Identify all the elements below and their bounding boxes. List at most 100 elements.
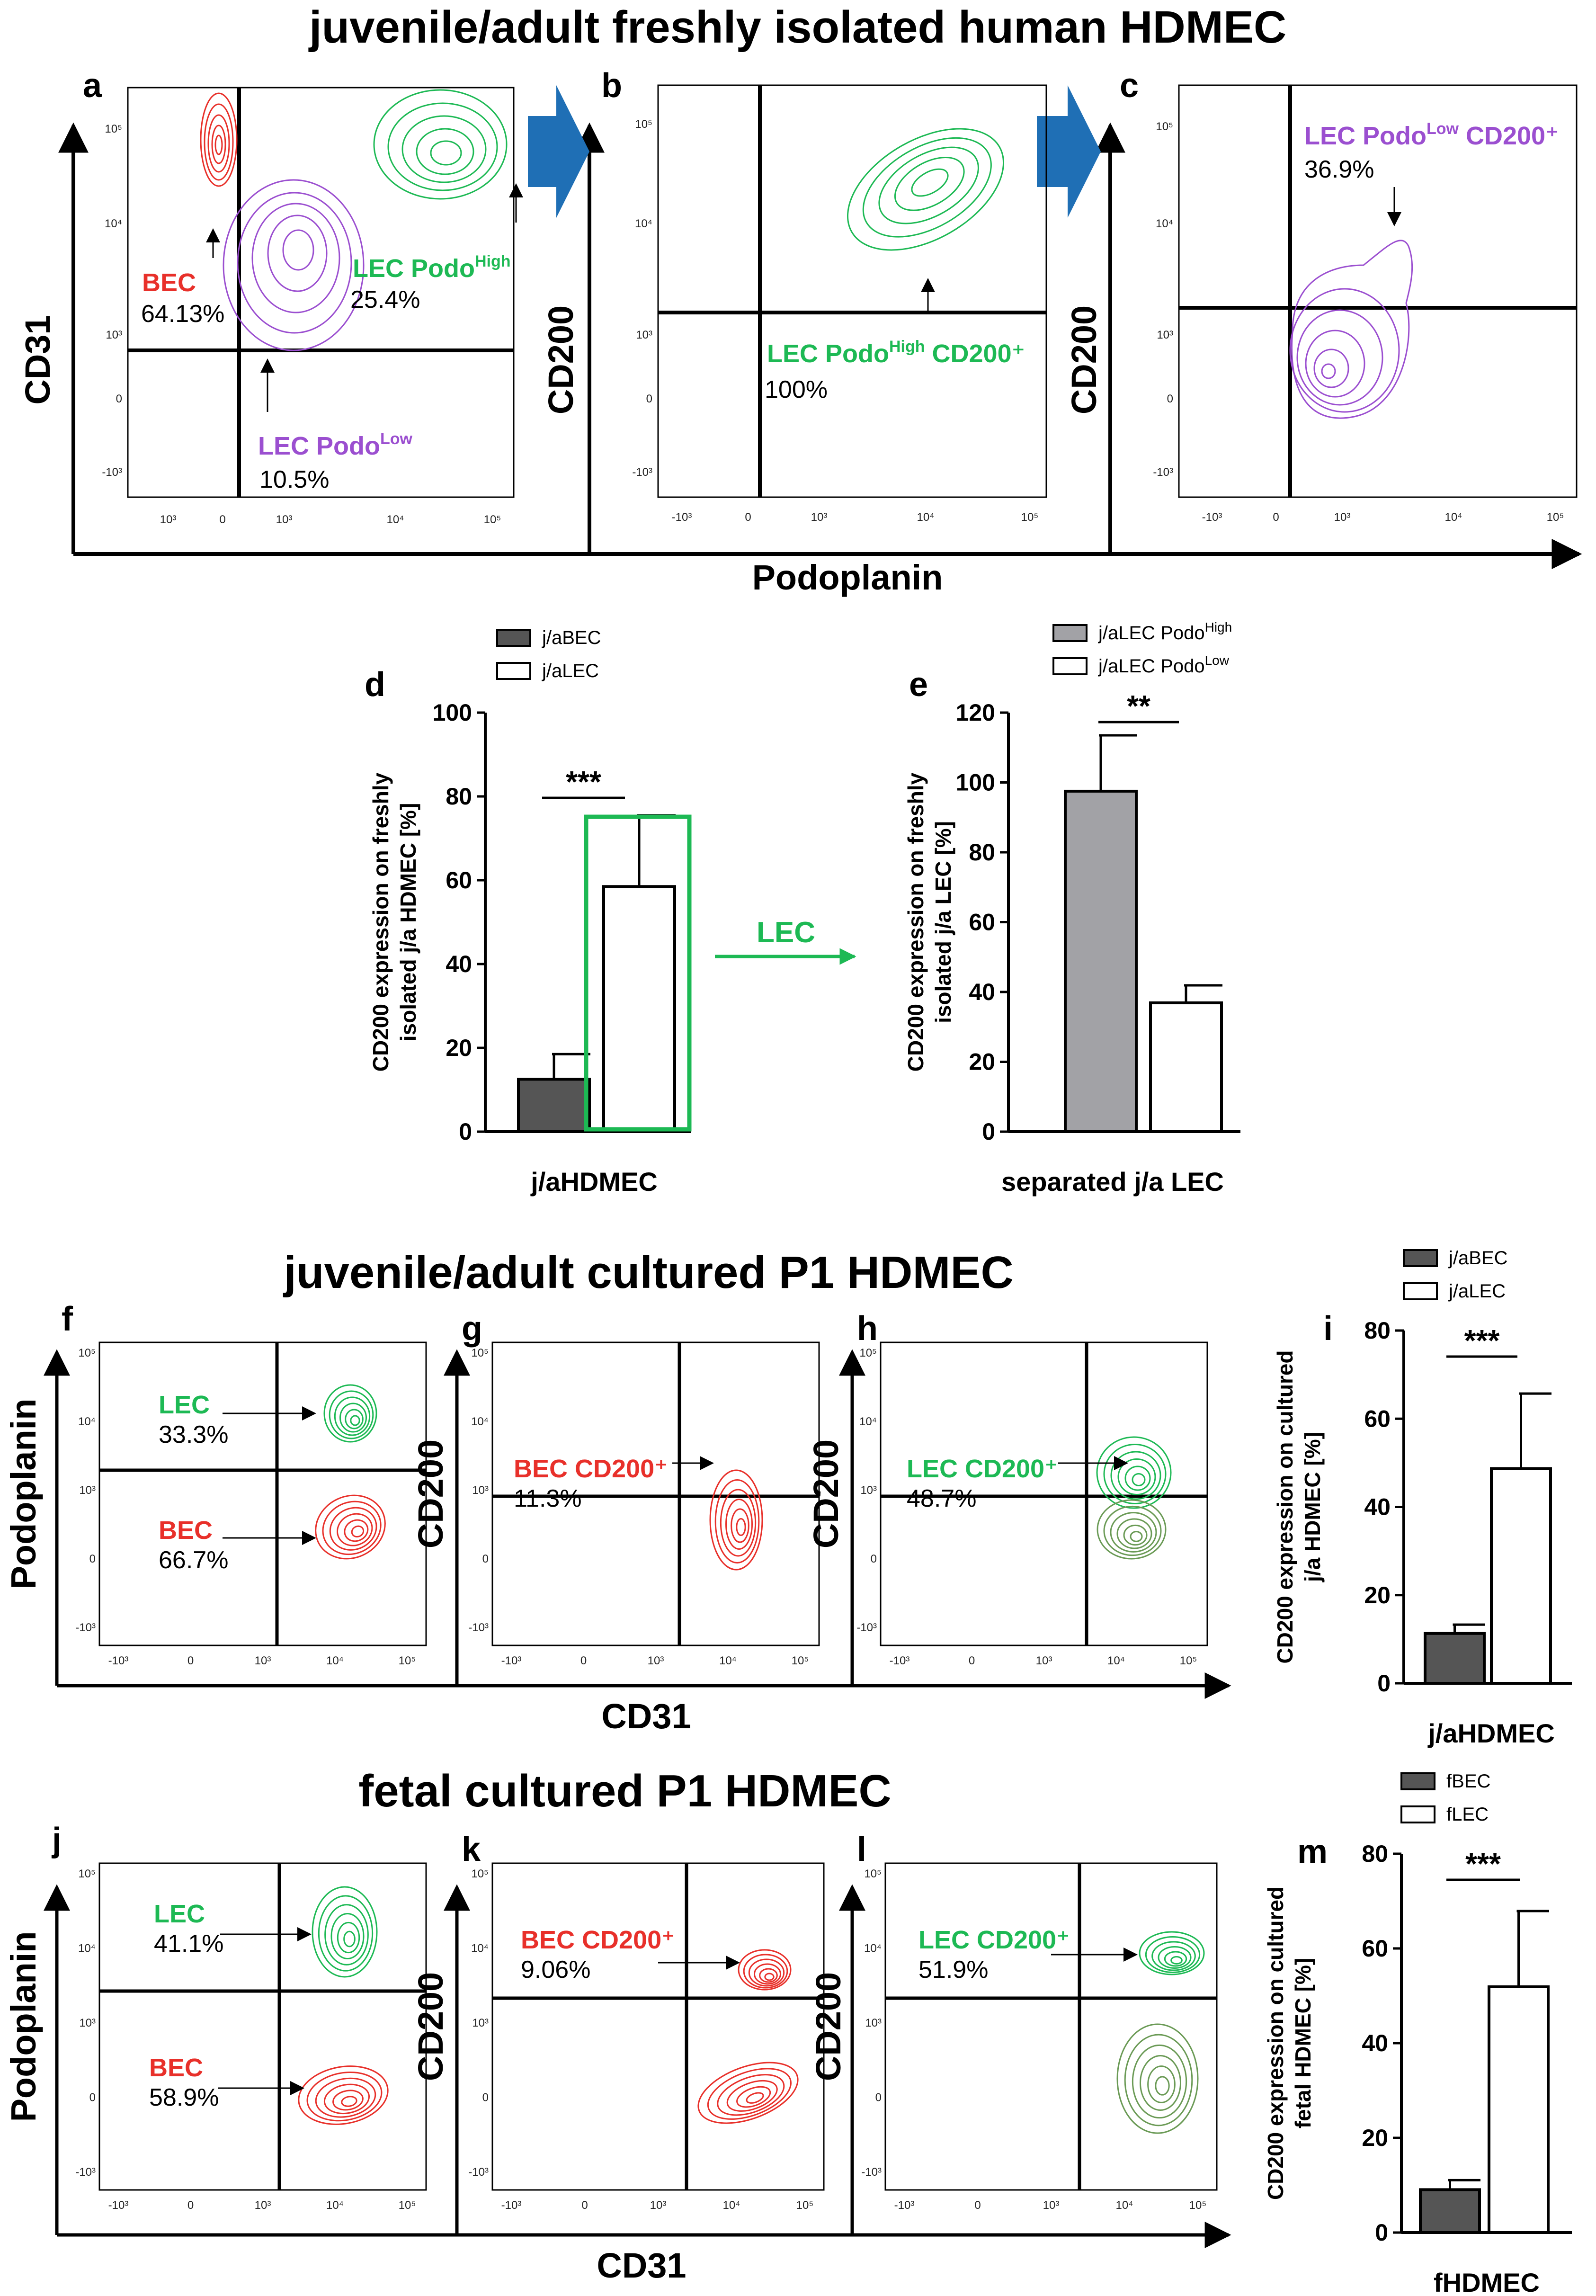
panel-letter-g: g [462, 1310, 482, 1348]
tick: 10³ [1157, 329, 1173, 341]
tick: -10³ [108, 2199, 129, 2212]
plot-frame [884, 1862, 1218, 2191]
panel-b-y-ticks: 10⁵ 10⁴ 10³ 0 -10³ [632, 118, 652, 479]
tick: 10⁴ [471, 1942, 489, 1955]
tick: 10³ [865, 2017, 882, 2029]
tick: 10⁵ [1547, 511, 1564, 524]
plot-frame [98, 1862, 427, 2191]
population-label: BEC [159, 1516, 213, 1545]
legend-label: j/aLEC [1448, 1281, 1506, 1302]
label-lec-low-cd200: LEC PodoLow CD200⁺ [1304, 120, 1559, 150]
tick: -10³ [1153, 466, 1173, 479]
row3-axes [44, 1349, 1231, 1699]
x-axis-label: j/aHDMEC [1427, 1718, 1555, 1748]
tick: 10⁴ [1115, 2199, 1133, 2212]
panel-letter-b: b [601, 67, 622, 105]
panel-l: l CD200 10⁵ 10⁴ 10³ 0 -10³ -10³ 0 10³ 10⁴ 10⁵ LEC CD… [809, 1831, 1218, 2212]
panel-g: g CD200 10⁵ 10⁴ 10³ 0 -10³ -10³ 0 10³ 10⁴ 10⁵ BEC CD… [411, 1310, 820, 1667]
tick: 10⁵ [635, 118, 652, 131]
tick: 10⁵ [399, 2199, 416, 2212]
tick: -10³ [75, 2166, 96, 2179]
value-lec-low-cd200: 36.9% [1304, 156, 1374, 183]
tick: 10⁵ [859, 1347, 877, 1359]
panel-letter-c: c [1120, 67, 1139, 105]
tick: 10⁴ [78, 1942, 96, 1955]
plot-frame [880, 1341, 1208, 1646]
tick: 10⁵ [1156, 120, 1173, 133]
legend-swatch [496, 629, 531, 647]
tick: 10⁴ [1107, 1654, 1125, 1667]
tick: 10⁵ [399, 1654, 416, 1667]
tick: 10⁴ [105, 217, 122, 230]
lec-low-contour [223, 179, 365, 351]
contour [1116, 2023, 1199, 2134]
blue-arrow-bc [1037, 85, 1101, 218]
tick: 10³ [79, 1484, 96, 1497]
lec-low-cd200-contour [1289, 240, 1413, 419]
y-tick-label: 120 [956, 699, 995, 726]
tick: 10⁴ [1444, 511, 1462, 524]
plot-frame [491, 1341, 820, 1646]
y-tick-label: 0 [459, 1118, 472, 1145]
title-middle: juvenile/adult cultured P1 HDMEC [283, 1247, 1014, 1298]
contour [1139, 1931, 1205, 1975]
population-label: LEC [159, 1391, 210, 1419]
value-lec-high-cd200: 100% [765, 376, 828, 403]
tick: 10³ [472, 1484, 489, 1497]
tick: 10⁴ [386, 513, 404, 526]
tick: 10³ [636, 329, 652, 341]
tick: 10⁴ [917, 511, 934, 524]
title-bottom: fetal cultured P1 HDMEC [358, 1766, 892, 1816]
panel-b-y-label: CD200 [541, 305, 580, 414]
panel-l-y-label: CD200 [809, 1972, 848, 2081]
panel-b-x-ticks: -10³ 0 10³ 10⁴ 10⁵ [672, 511, 1039, 524]
tick: 0 [482, 1553, 489, 1565]
tick: 0 [187, 1654, 194, 1667]
tick: 0 [89, 1553, 96, 1565]
y-axis-label: CD200 expression on cultured j/a HDMEC [%… [1273, 1350, 1325, 1663]
y-tick-label: 0 [1377, 1670, 1391, 1697]
tick: 0 [187, 2199, 194, 2212]
tick: 0 [1167, 393, 1173, 405]
population-percent: 33.3% [159, 1421, 228, 1448]
x-axis-label: separated j/a LEC [1001, 1167, 1224, 1197]
population-label: BEC CD200⁺ [514, 1455, 668, 1483]
blue-arrow-ab [528, 85, 589, 218]
y-tick-label: 80 [1364, 1317, 1391, 1344]
legend-swatch [1403, 1249, 1438, 1267]
label-lec-podo-high: LEC PodoHigh [353, 252, 511, 283]
tick: 10⁵ [105, 123, 122, 135]
tick: 10⁵ [1021, 511, 1039, 524]
value-bec: 64.13% [141, 300, 224, 328]
panel-h: h CD200 10⁵ 10⁴ 10³ 0 -10³ -10³ 0 10³ 10⁴ 10⁵ LEC CD… [806, 1310, 1208, 1667]
tick: 10⁴ [722, 2199, 740, 2212]
population-percent: 41.1% [154, 1930, 223, 1957]
value-lec-podo-low: 10.5% [259, 466, 329, 493]
bar-flec [1488, 1985, 1550, 2234]
contour [697, 2062, 799, 2124]
population-percent: 66.7% [159, 1546, 228, 1574]
panel-letter-f: f [62, 1300, 73, 1338]
panel-h-y-label: CD200 [806, 1439, 846, 1548]
tick: 10⁵ [78, 1867, 96, 1880]
legend-swatch [1403, 1282, 1438, 1300]
lec-high-contour [373, 89, 508, 200]
tick: 10³ [276, 513, 293, 526]
panel-j: j Podoplanin 10⁵ 10⁴ 10³ 0 -10³ -10³ 0 10³ 10⁴ 10⁵ L… [4, 1821, 427, 2212]
tick: 10³ [1334, 511, 1351, 524]
legend-swatch [1400, 1805, 1436, 1823]
y-tick-label: 20 [1362, 2125, 1388, 2151]
tick: 10⁴ [326, 2199, 344, 2212]
chart-d: 0 20 40 60 80 100 *** CD200 expression on fresh… [368, 627, 692, 1197]
y-tick-label: 60 [446, 867, 472, 893]
tick: 0 [581, 2199, 588, 2212]
tick: 10⁵ [484, 513, 501, 526]
tick: -10³ [894, 2199, 915, 2212]
tick: 10³ [811, 511, 828, 524]
tick: 0 [116, 393, 122, 405]
panel-j-y-label: Podoplanin [4, 1931, 43, 2122]
bec-contour [200, 92, 238, 187]
tick: -10³ [108, 1654, 129, 1667]
panel-letter-i: i [1323, 1310, 1333, 1348]
